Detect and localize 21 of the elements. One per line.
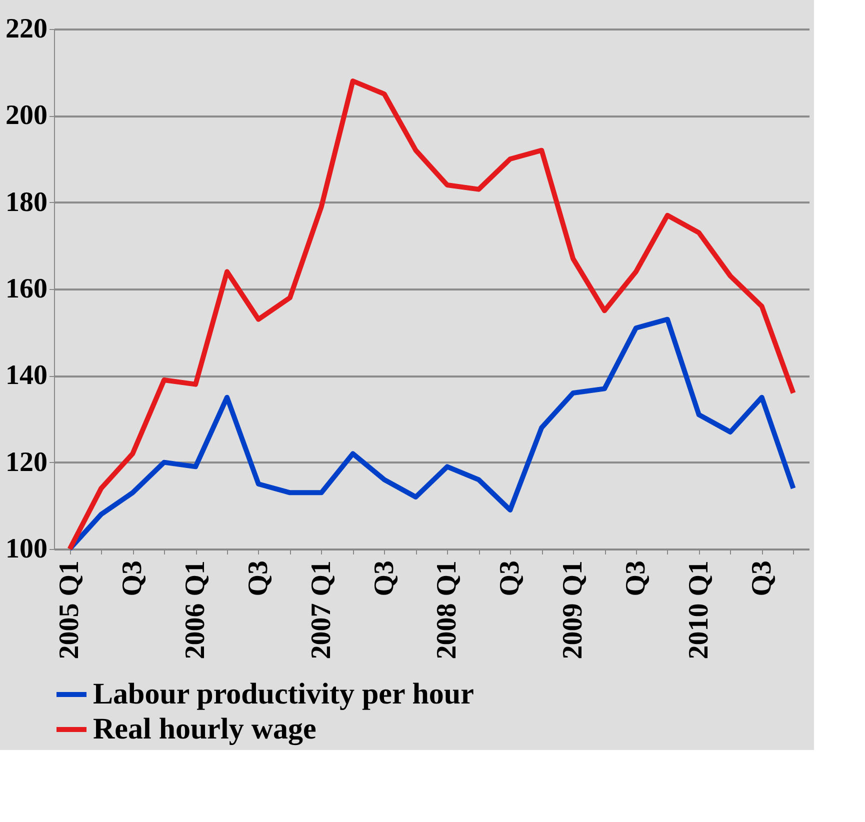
x-tick-label: Q3 (494, 560, 526, 596)
x-tick-label: 2010 Q1 (683, 560, 714, 660)
y-tick-label: 160 (6, 274, 48, 304)
y-tick-label: 220 (6, 14, 48, 44)
legend-label: Real hourly wage (93, 712, 316, 746)
x-tick-label: 2005 Q1 (54, 560, 86, 660)
x-tick-label: 2006 Q1 (180, 560, 212, 660)
y-tick-label: 100 (6, 534, 48, 564)
x-tick-label: Q3 (368, 560, 400, 596)
y-tick-label: 200 (6, 100, 48, 132)
y-tick-label: 140 (6, 360, 48, 392)
y-tick-label: 120 (6, 446, 48, 478)
x-tick-label: Q3 (117, 560, 148, 596)
x-tick-label: Q3 (620, 560, 652, 596)
legend-label: Labour productivity per hour (93, 678, 474, 710)
y-tick-label: 180 (6, 186, 48, 218)
x-tick-label: Q3 (746, 560, 778, 596)
x-tick-label: Q3 (242, 560, 274, 596)
x-tick-label: 2007 Q1 (306, 560, 337, 660)
x-tick-label: 2009 Q1 (558, 560, 589, 660)
x-tick-label: 2008 Q1 (432, 560, 463, 660)
